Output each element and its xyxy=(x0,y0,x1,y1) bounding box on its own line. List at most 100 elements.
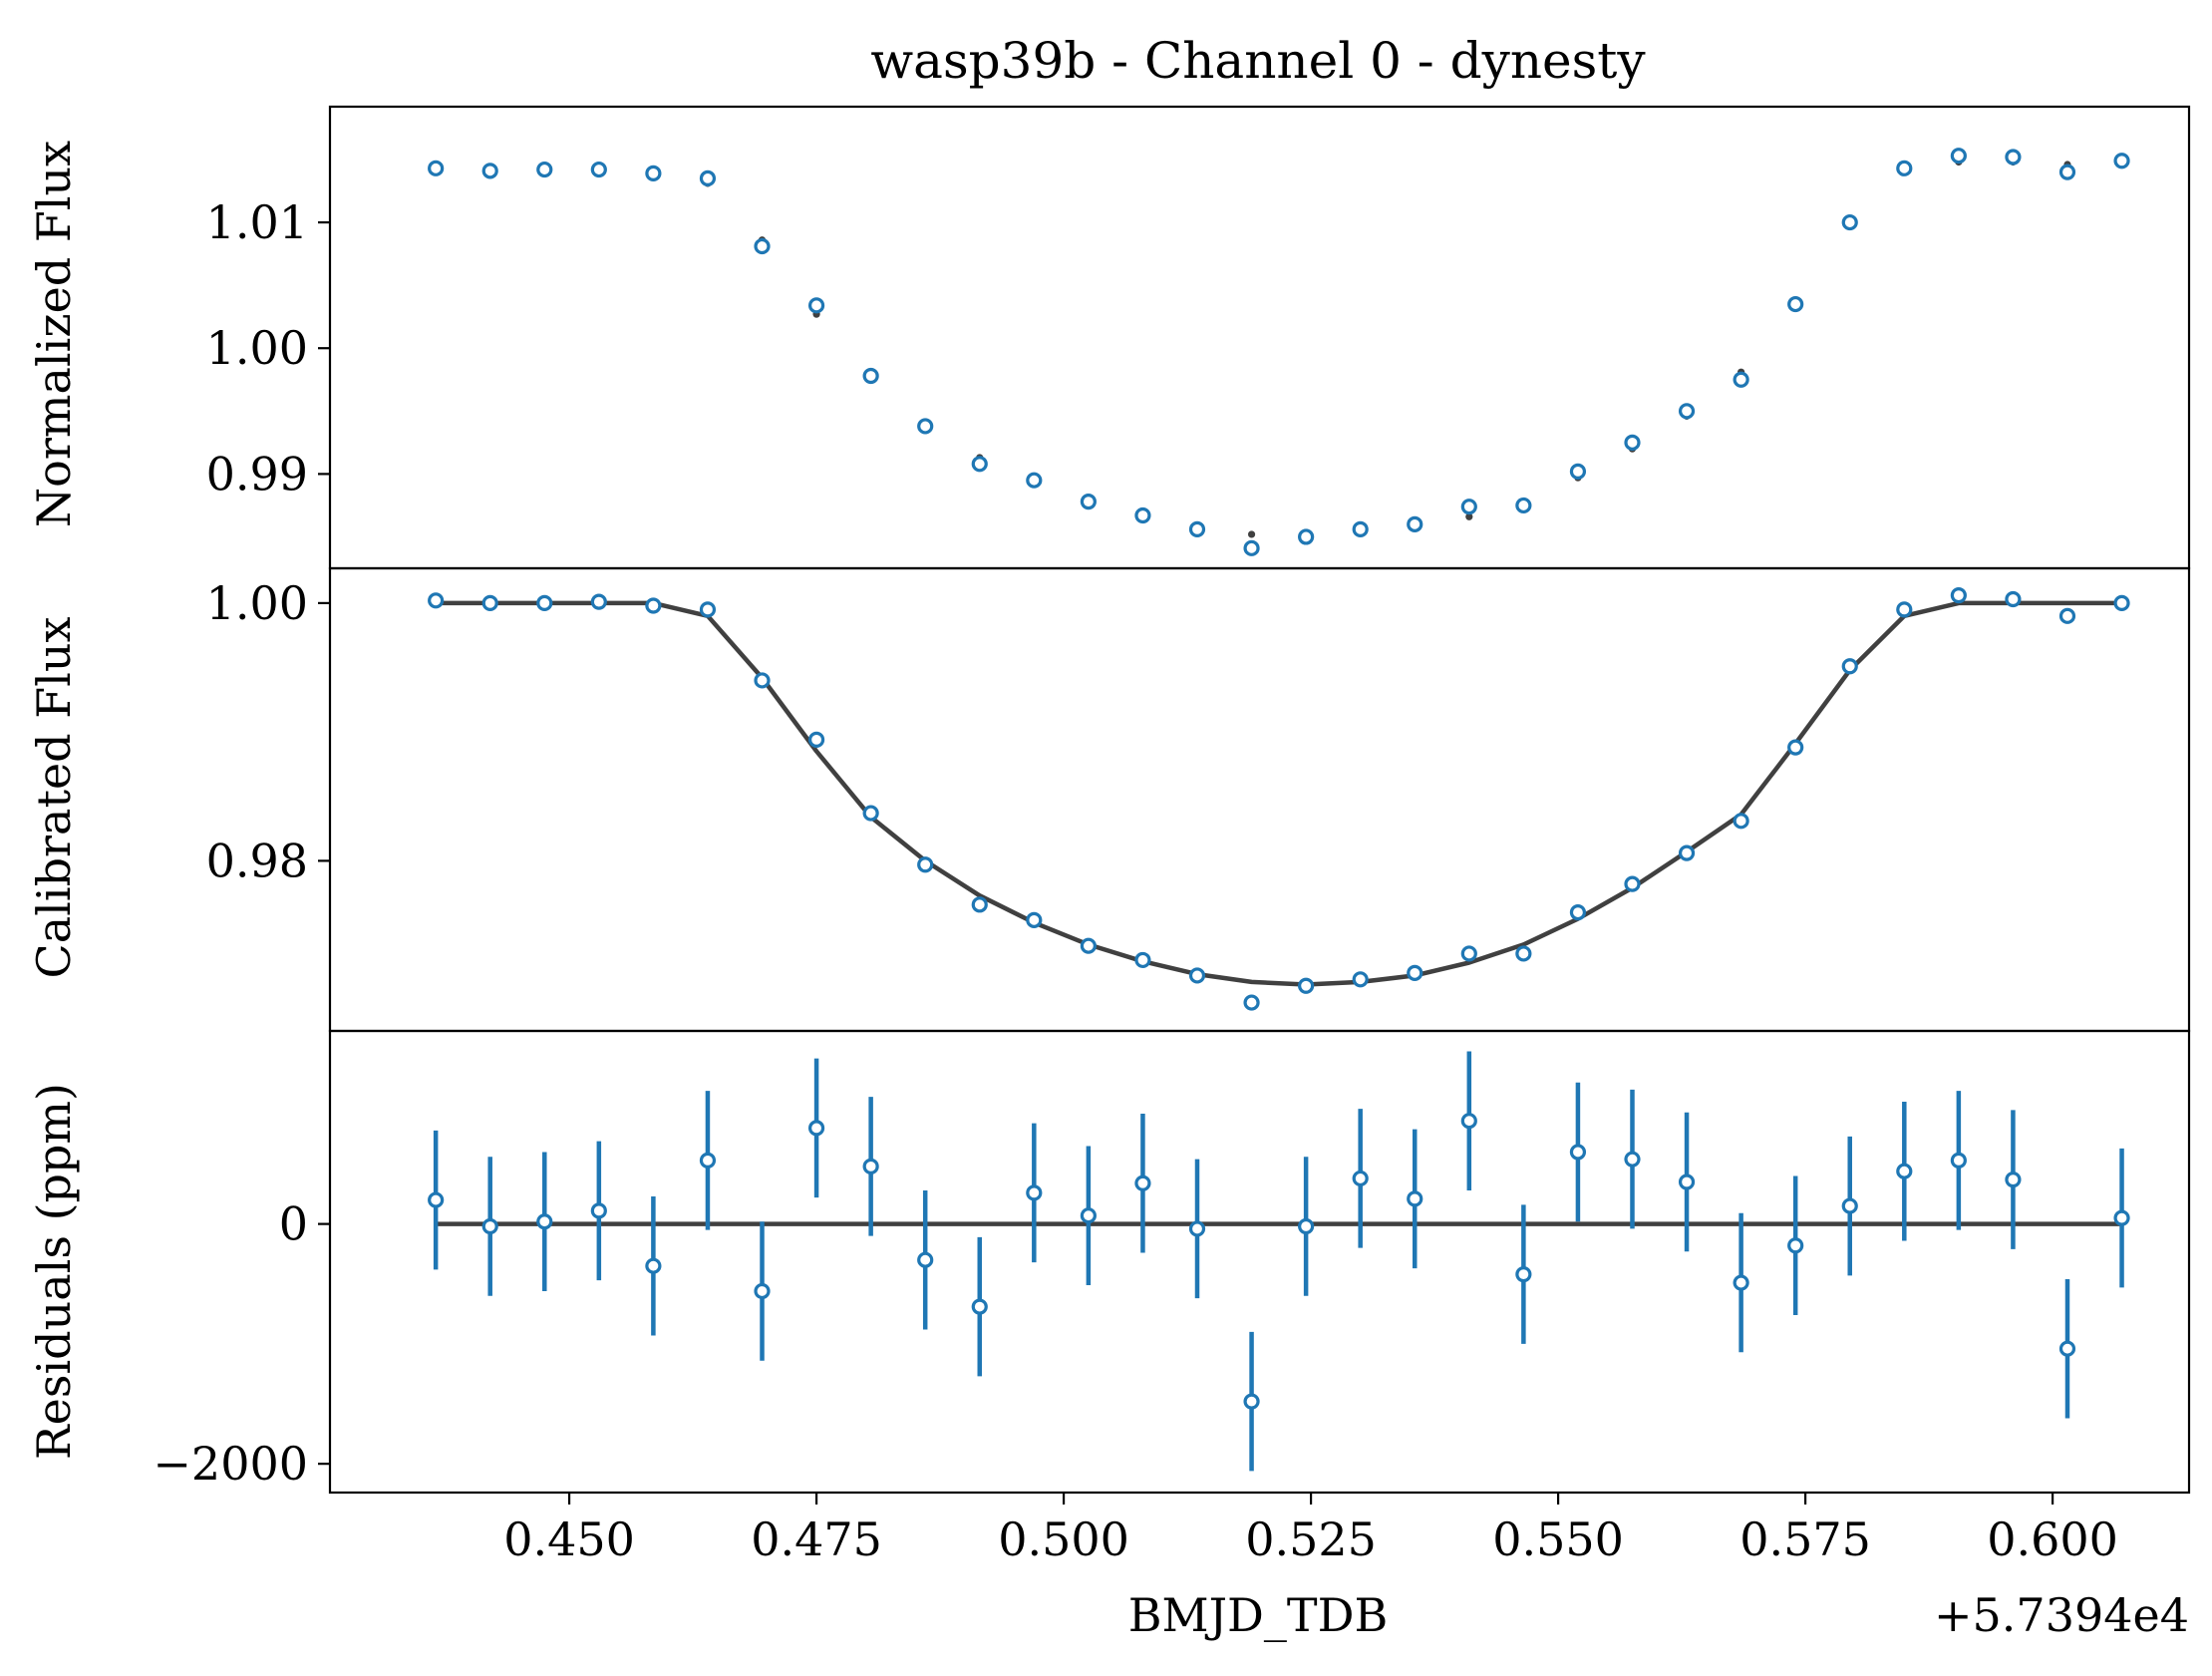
data-point xyxy=(1733,813,1749,830)
data-point xyxy=(1569,1144,1587,1161)
data-point xyxy=(590,161,607,178)
data-point xyxy=(1407,1190,1423,1207)
data-point xyxy=(428,160,445,176)
data-point xyxy=(1407,515,1423,532)
data-point xyxy=(590,1202,607,1219)
data-point xyxy=(699,601,717,618)
data-point xyxy=(536,1213,553,1230)
data-point xyxy=(481,1217,498,1235)
data-point xyxy=(428,1191,445,1208)
data-point xyxy=(1787,1237,1804,1254)
data-point xyxy=(2113,153,2130,169)
x-tick-label: 0.600 xyxy=(1987,1512,2118,1566)
data-point xyxy=(1950,148,1967,165)
data-point xyxy=(1896,160,1913,176)
model-point xyxy=(1247,530,1256,538)
data-point xyxy=(1026,472,1043,489)
panel-normalized-flux: 0.99 1.00 1.01 xyxy=(206,105,2191,570)
x-axis-label: BMJD_TDB xyxy=(1128,1588,1389,1642)
data-point xyxy=(807,297,825,314)
data-point xyxy=(2113,594,2130,611)
data-point xyxy=(1460,945,1477,962)
data-point xyxy=(699,169,717,187)
data-point xyxy=(1298,528,1315,545)
data-point xyxy=(917,418,934,435)
data-point xyxy=(1733,371,1749,388)
x-tick-label: 0.550 xyxy=(1492,1512,1624,1566)
x-tick-label: 0.575 xyxy=(1739,1512,1871,1566)
data-point xyxy=(754,1282,771,1300)
data-point xyxy=(1243,994,1260,1011)
x-tick-label: 0.475 xyxy=(751,1512,882,1566)
y-axis-label-residuals: Residuals (ppm) xyxy=(27,1083,81,1460)
y-tick-label: 1.00 xyxy=(206,576,308,630)
data-point xyxy=(645,165,662,181)
data-point xyxy=(1188,967,1206,984)
data-point xyxy=(1243,1393,1260,1410)
data-point xyxy=(1678,1173,1696,1190)
data-point xyxy=(1243,539,1260,556)
data-point xyxy=(1188,1220,1206,1237)
panel-frame xyxy=(328,1029,2191,1495)
panel-frame xyxy=(328,566,2191,1033)
data-point xyxy=(1407,964,1423,981)
data-point xyxy=(807,731,825,748)
data-point xyxy=(481,163,498,179)
y-tick-label: 1.01 xyxy=(206,195,308,249)
data-point xyxy=(536,594,553,611)
data-point xyxy=(1460,1113,1477,1130)
data-point xyxy=(1841,658,1858,675)
data-point xyxy=(1515,945,1532,962)
data-point xyxy=(1678,844,1696,861)
data-point xyxy=(1515,1266,1532,1283)
data-point xyxy=(699,1152,717,1169)
data-point xyxy=(971,456,988,473)
y-tick-label: 0.99 xyxy=(206,447,308,501)
data-point xyxy=(807,1120,825,1137)
model-line xyxy=(436,600,2122,987)
data-point xyxy=(2058,1340,2076,1357)
data-point xyxy=(1298,977,1315,994)
data-point xyxy=(1624,1151,1641,1168)
data-point xyxy=(1569,903,1587,921)
data-point xyxy=(1787,739,1804,756)
data-point xyxy=(1733,1274,1749,1291)
data-point xyxy=(1787,295,1804,313)
x-tick-label: 0.500 xyxy=(998,1512,1129,1566)
model-point xyxy=(1465,512,1473,520)
chart-title: wasp39b - Channel 0 - dynesty xyxy=(870,32,1646,90)
data-point xyxy=(1026,911,1043,928)
data-point xyxy=(2113,1209,2130,1226)
x-tick-label: 0.525 xyxy=(1245,1512,1377,1566)
data-point xyxy=(971,896,988,913)
data-point xyxy=(1134,1174,1151,1191)
data-point xyxy=(862,1158,879,1174)
data-point xyxy=(1188,520,1206,537)
data-point xyxy=(754,672,771,689)
y-tick-label: 0 xyxy=(279,1197,308,1251)
data-point xyxy=(1950,1152,1967,1169)
x-tick-label: 0.450 xyxy=(503,1512,635,1566)
data-point xyxy=(428,592,445,609)
data-point xyxy=(1298,1217,1315,1235)
data-point xyxy=(1841,1197,1858,1214)
data-point xyxy=(481,594,498,611)
data-point xyxy=(2058,607,2076,624)
data-point xyxy=(917,1251,934,1268)
data-point xyxy=(1624,875,1641,892)
data-point xyxy=(1080,1207,1097,1224)
data-point xyxy=(2058,164,2076,180)
data-point xyxy=(1134,951,1151,969)
data-point xyxy=(1460,499,1477,515)
x-axis-offset-label: +5.7394e4 xyxy=(1934,1588,2189,1642)
data-point xyxy=(1352,520,1369,537)
data-point xyxy=(862,367,879,385)
data-point xyxy=(645,1257,662,1274)
y-axis-label-calibrated-flux: Calibrated Flux xyxy=(27,617,81,979)
data-point xyxy=(1352,1170,1369,1187)
data-point xyxy=(536,161,553,178)
data-point xyxy=(590,593,607,610)
data-point xyxy=(862,805,879,822)
y-axis-label-normalized-flux: Normalized Flux xyxy=(27,141,81,527)
